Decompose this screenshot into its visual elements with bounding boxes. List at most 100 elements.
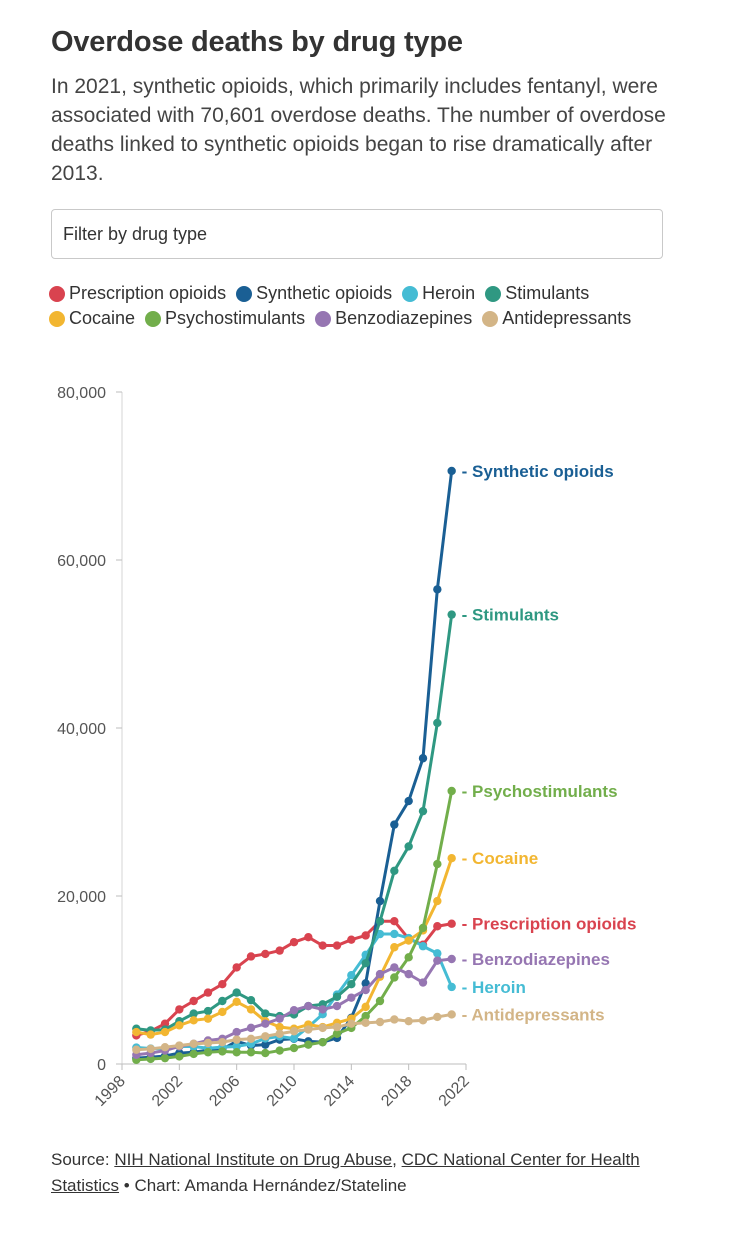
source-link-nida[interactable]: NIH National Institute on Drug Abuse	[114, 1150, 393, 1169]
data-point[interactable]	[218, 1047, 227, 1056]
data-point[interactable]	[361, 931, 370, 940]
data-point[interactable]	[246, 952, 256, 961]
data-point[interactable]	[289, 1006, 299, 1015]
legend-item-cocaine[interactable]: Cocaine	[49, 308, 135, 329]
data-point[interactable]	[189, 1039, 198, 1049]
data-point[interactable]	[361, 959, 370, 968]
data-point[interactable]	[390, 917, 399, 926]
data-point[interactable]	[361, 979, 370, 988]
data-point[interactable]	[332, 1001, 342, 1011]
data-point[interactable]	[332, 1022, 342, 1032]
data-point[interactable]	[261, 1040, 270, 1049]
data-point[interactable]	[433, 718, 442, 728]
data-point[interactable]	[304, 1025, 313, 1034]
data-point[interactable]	[275, 946, 284, 955]
data-point[interactable]	[203, 1006, 213, 1016]
data-point[interactable]	[318, 941, 327, 950]
data-point[interactable]	[160, 1043, 170, 1052]
data-point[interactable]	[361, 1011, 370, 1021]
data-point[interactable]	[132, 1027, 141, 1037]
legend-item-benzodiazepines[interactable]: Benzodiazepines	[315, 308, 472, 329]
legend-item-antidepressants[interactable]: Antidepressants	[482, 308, 631, 329]
data-point[interactable]	[318, 1023, 327, 1033]
legend-item-psychostimulants[interactable]: Psychostimulants	[145, 308, 305, 329]
data-point[interactable]	[261, 1048, 270, 1058]
data-point[interactable]	[347, 971, 356, 980]
data-point[interactable]	[289, 1043, 299, 1053]
data-point[interactable]	[189, 1009, 198, 1018]
data-point[interactable]	[418, 806, 428, 816]
source-link-cdc[interactable]: CDC National Center for Health Statistic…	[51, 1150, 640, 1195]
data-point[interactable]	[218, 980, 227, 989]
data-point[interactable]	[375, 896, 385, 906]
data-point[interactable]	[404, 842, 413, 851]
data-point[interactable]	[246, 1034, 256, 1043]
data-point[interactable]	[232, 963, 241, 972]
data-point[interactable]	[375, 917, 385, 926]
data-point[interactable]	[418, 754, 428, 763]
data-point[interactable]	[447, 466, 456, 476]
data-point[interactable]	[218, 996, 227, 1006]
data-point[interactable]	[361, 985, 370, 995]
data-point[interactable]	[347, 993, 356, 1002]
data-point[interactable]	[433, 922, 442, 931]
data-point[interactable]	[361, 1018, 370, 1028]
data-point[interactable]	[375, 1017, 385, 1027]
data-point[interactable]	[232, 997, 241, 1007]
data-point[interactable]	[433, 585, 442, 594]
data-point[interactable]	[332, 992, 342, 1001]
data-point[interactable]	[232, 1042, 241, 1051]
data-point[interactable]	[418, 923, 428, 933]
data-point[interactable]	[160, 1053, 170, 1063]
data-point[interactable]	[232, 1048, 241, 1057]
data-point[interactable]	[146, 1054, 155, 1064]
legend-item-prescription-opioids[interactable]: Prescription opioids	[49, 283, 226, 304]
data-point[interactable]	[447, 982, 456, 992]
data-point[interactable]	[261, 949, 270, 959]
data-point[interactable]	[261, 1019, 270, 1028]
data-point[interactable]	[361, 1002, 370, 1012]
data-point[interactable]	[218, 1037, 227, 1047]
data-point[interactable]	[447, 919, 456, 928]
data-point[interactable]	[203, 1014, 213, 1023]
data-point[interactable]	[318, 1005, 327, 1014]
data-point[interactable]	[404, 969, 413, 979]
data-point[interactable]	[418, 1016, 428, 1025]
legend-item-heroin[interactable]: Heroin	[402, 283, 475, 304]
data-point[interactable]	[404, 796, 413, 806]
filter-dropdown[interactable]: Filter by drug type	[51, 209, 663, 259]
data-point[interactable]	[203, 1048, 213, 1057]
data-point[interactable]	[347, 980, 356, 989]
data-point[interactable]	[175, 1005, 184, 1014]
data-point[interactable]	[189, 996, 198, 1006]
data-point[interactable]	[175, 1021, 184, 1030]
data-point[interactable]	[261, 1009, 270, 1018]
data-point[interactable]	[304, 932, 313, 942]
data-point[interactable]	[447, 854, 456, 863]
data-point[interactable]	[404, 936, 413, 945]
data-point[interactable]	[433, 896, 442, 906]
data-point[interactable]	[175, 1041, 184, 1050]
data-point[interactable]	[390, 866, 399, 875]
data-point[interactable]	[289, 1034, 299, 1043]
data-point[interactable]	[175, 1052, 184, 1061]
data-point[interactable]	[218, 1007, 227, 1017]
data-point[interactable]	[347, 1019, 356, 1028]
data-point[interactable]	[390, 943, 399, 952]
data-point[interactable]	[447, 1010, 456, 1019]
data-point[interactable]	[246, 1023, 256, 1033]
data-point[interactable]	[390, 963, 399, 972]
data-point[interactable]	[275, 1046, 284, 1055]
data-point[interactable]	[347, 935, 356, 944]
data-point[interactable]	[232, 988, 241, 997]
data-point[interactable]	[433, 956, 442, 965]
legend-item-synthetic-opioids[interactable]: Synthetic opioids	[236, 283, 392, 304]
data-point[interactable]	[433, 949, 442, 958]
data-point[interactable]	[203, 988, 213, 997]
data-point[interactable]	[447, 610, 456, 619]
data-point[interactable]	[390, 820, 399, 829]
data-point[interactable]	[261, 1032, 270, 1041]
data-point[interactable]	[160, 1027, 170, 1037]
data-point[interactable]	[433, 859, 442, 869]
data-point[interactable]	[289, 938, 299, 947]
